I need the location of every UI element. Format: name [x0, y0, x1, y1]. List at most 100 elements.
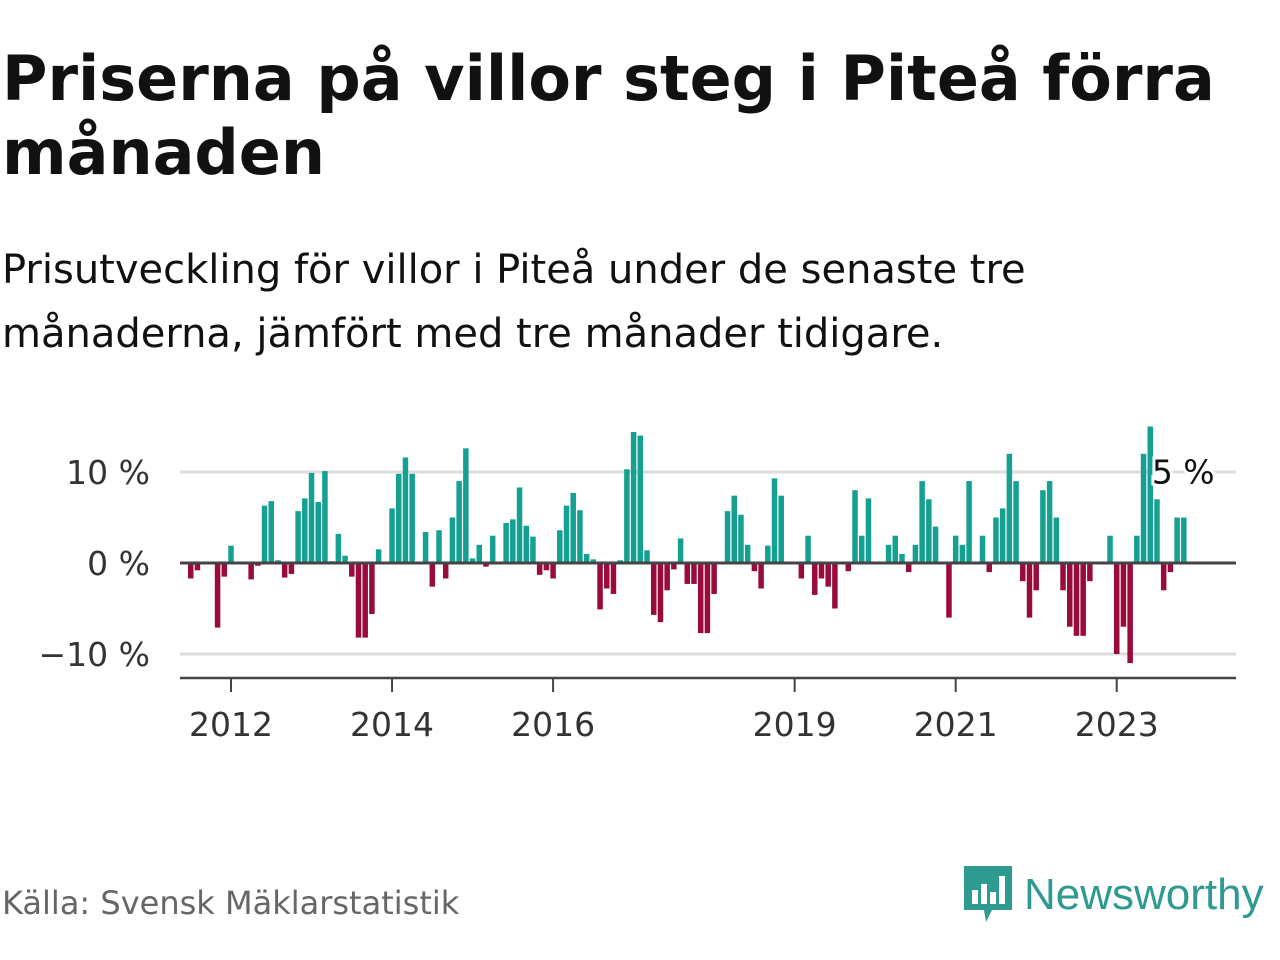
bar: [852, 490, 858, 563]
brand-name: Newsworthy: [1024, 870, 1264, 919]
bar: [375, 549, 382, 563]
bar: [194, 563, 201, 571]
bar: [510, 519, 516, 563]
bar: [1087, 563, 1093, 582]
bar: [429, 563, 436, 587]
bar: [650, 563, 657, 615]
bar: [1060, 563, 1066, 591]
bar: [463, 448, 469, 563]
bar: [1147, 426, 1154, 563]
bar: [248, 563, 254, 580]
chart-subtitle: Prisutveckling för villor i Piteå under …: [2, 247, 1026, 357]
bar-chart: 10 % 0 % −10 % 2012 2014 2016 2019 2021 2023 5 %: [39, 426, 1236, 745]
bar: [550, 563, 556, 579]
bar: [1113, 563, 1120, 654]
labels: 10 % 0 % −10 % 2012 2014 2016 2019 2021 2023 5 %: [39, 450, 1218, 745]
bar: [677, 538, 684, 563]
bar: [771, 478, 778, 563]
bar: [1181, 517, 1187, 563]
y-tick-label: −10 %: [39, 635, 151, 674]
bar: [530, 536, 536, 563]
bar: [288, 563, 295, 574]
bar: [1013, 481, 1019, 563]
bar: [630, 431, 637, 563]
x-tick-label: 2014: [350, 705, 434, 744]
bar: [832, 563, 838, 609]
bar: [268, 501, 275, 563]
bar: [999, 508, 1006, 563]
bar: [798, 563, 805, 579]
bar: [449, 517, 456, 563]
bar: [187, 563, 194, 579]
bar: [1160, 563, 1167, 591]
bar: [892, 535, 899, 563]
y-tick-label: 0 %: [87, 544, 150, 583]
bar: [1127, 563, 1133, 664]
bar: [281, 563, 288, 578]
bar: [624, 469, 630, 563]
bar: [845, 563, 852, 572]
bar: [1120, 563, 1127, 627]
bar: [905, 563, 912, 573]
newsworthy-logo[interactable]: Newsworthy: [962, 860, 1264, 930]
bar: [503, 522, 509, 563]
bar: [221, 563, 228, 577]
gridlines: [180, 470, 1236, 656]
bar: [657, 563, 664, 623]
bar: [1053, 517, 1060, 563]
bar: [577, 510, 583, 563]
bar: [516, 487, 523, 563]
bar: [899, 553, 905, 563]
bar: [664, 563, 670, 591]
bar: [1080, 563, 1086, 636]
bar: [1167, 563, 1174, 573]
bar: [536, 563, 543, 575]
bar: [1046, 481, 1053, 563]
bar: [959, 544, 966, 563]
bar: [825, 563, 831, 587]
bar: [818, 563, 825, 579]
bar: [724, 511, 731, 563]
bar: [858, 535, 865, 563]
bar: [979, 535, 986, 563]
bar: [355, 563, 362, 638]
bar: [912, 544, 919, 563]
bar: [691, 563, 697, 584]
x-tick-label: 2016: [511, 705, 595, 744]
bar: [436, 530, 442, 563]
bar: [952, 535, 959, 563]
bar: [409, 473, 415, 563]
bar: [302, 498, 308, 563]
bar: [637, 435, 644, 563]
bar: [1040, 490, 1046, 563]
bar: [946, 563, 952, 618]
bar: [697, 563, 704, 634]
bar: [744, 544, 751, 563]
bar: [335, 533, 342, 563]
bar: [476, 544, 483, 563]
bar: [805, 535, 811, 563]
bar: [1154, 499, 1160, 563]
bar: [919, 481, 925, 563]
bar: [295, 511, 301, 563]
bar: [322, 471, 328, 563]
bar: [1073, 563, 1080, 636]
bar: [1174, 517, 1180, 563]
bar: [362, 563, 368, 638]
bar: [1006, 453, 1013, 563]
x-tick-label: 2012: [189, 705, 273, 744]
bar: [704, 563, 711, 634]
bar-series: [187, 426, 1187, 664]
bar: [1140, 453, 1147, 563]
bar: [308, 472, 315, 563]
bar: [349, 563, 355, 577]
x-tick-label: 2023: [1075, 705, 1159, 744]
bar: [865, 498, 872, 563]
bar: [1107, 535, 1113, 563]
bar: [684, 563, 691, 584]
x-tick-label: 2019: [753, 705, 837, 744]
newsworthy-logo-icon: [964, 866, 1012, 922]
bar: [396, 473, 402, 563]
bar: [402, 457, 409, 563]
bar: [315, 502, 321, 563]
